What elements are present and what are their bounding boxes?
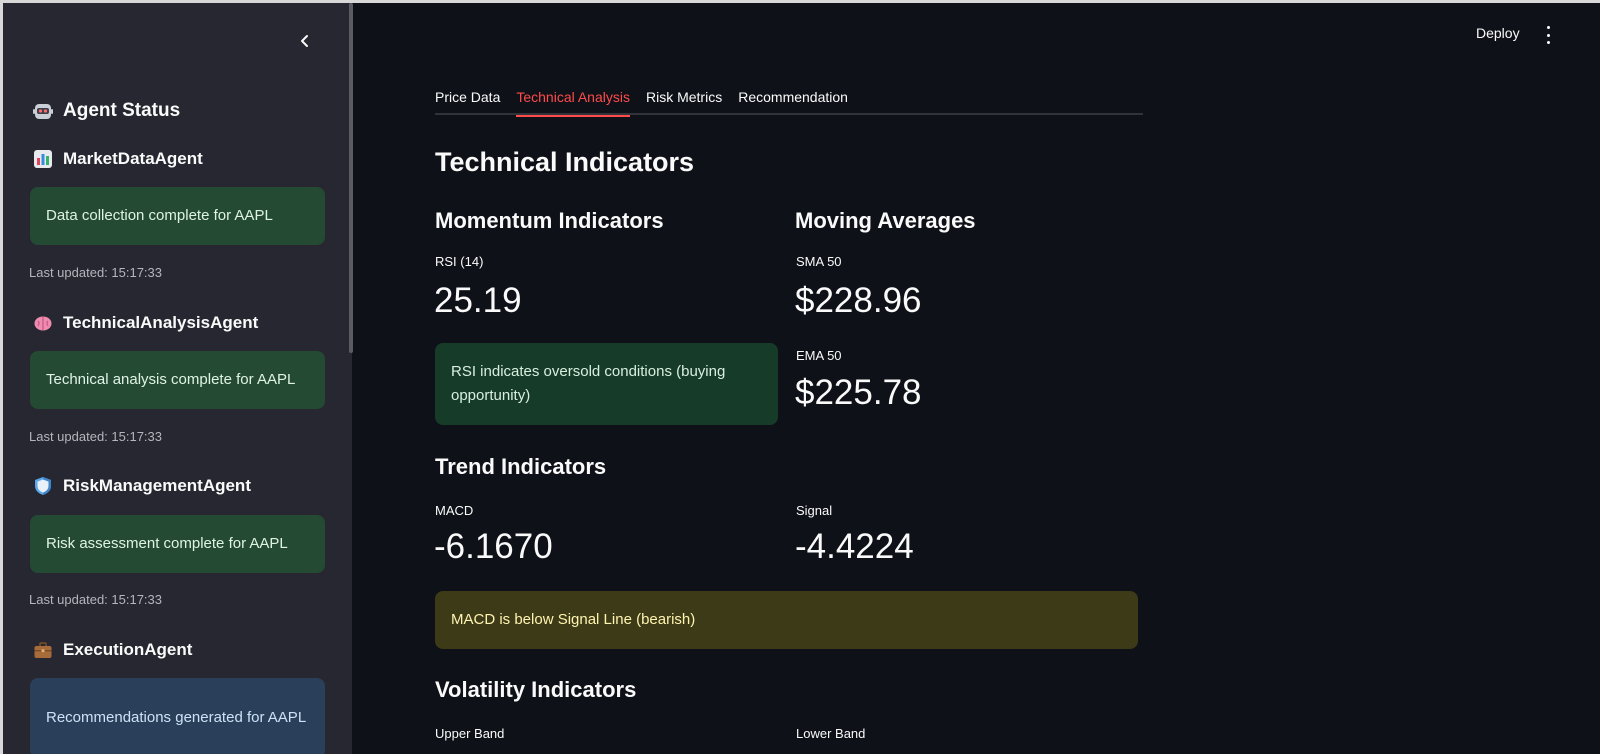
tab-price-data[interactable]: Price Data bbox=[435, 89, 501, 105]
macd-value: -6.1670 bbox=[434, 527, 553, 566]
agent-name-execution: ExecutionAgent bbox=[32, 637, 192, 663]
rsi-value: 25.19 bbox=[434, 281, 522, 320]
volatility-heading: Volatility Indicators bbox=[435, 677, 637, 702]
trend-heading: Trend Indicators bbox=[435, 454, 607, 479]
robot-icon bbox=[32, 100, 54, 122]
agent-status-technical: Technical analysis complete for AAPL bbox=[30, 351, 325, 409]
brain-icon bbox=[32, 312, 54, 334]
tab-bar: Price Data Technical Analysis Risk Metri… bbox=[435, 79, 1143, 117]
agent-status-risk: Risk assessment complete for AAPL bbox=[30, 515, 325, 573]
macd-label: MACD bbox=[435, 503, 474, 518]
page-title: Technical Indicators bbox=[435, 147, 695, 177]
agent-updated-risk: Last updated: 15:17:33 bbox=[29, 592, 163, 607]
agent-name-technical: TechnicalAnalysisAgent bbox=[32, 310, 258, 336]
agent-updated-marketdata: Last updated: 15:17:33 bbox=[29, 265, 163, 280]
agent-status-marketdata: Data collection complete for AAPL bbox=[30, 187, 325, 245]
sma-value: $228.96 bbox=[795, 281, 922, 320]
rsi-note: RSI indicates oversold conditions (buyin… bbox=[435, 343, 778, 425]
tab-risk-metrics[interactable]: Risk Metrics bbox=[645, 89, 723, 105]
tab-technical-analysis[interactable]: Technical Analysis bbox=[516, 79, 630, 117]
lower-band-label: Lower Band bbox=[796, 726, 866, 741]
agent-name-risk: RiskManagementAgent bbox=[32, 473, 251, 499]
momentum-heading: Momentum Indicators bbox=[435, 208, 664, 233]
agent-status-execution: Recommendations generated for AAPL bbox=[30, 678, 325, 754]
bar-chart-icon bbox=[32, 148, 54, 170]
upper-band-label: Upper Band bbox=[435, 726, 505, 741]
collapse-sidebar-button[interactable] bbox=[293, 29, 317, 53]
deploy-button[interactable]: Deploy bbox=[1476, 25, 1520, 41]
signal-value: -4.4224 bbox=[795, 527, 914, 566]
chevron-left-icon bbox=[301, 35, 308, 47]
macd-note: MACD is below Signal Line (bearish) bbox=[435, 591, 1138, 649]
sidebar-title: Agent Status bbox=[32, 97, 180, 125]
ema-value: $225.78 bbox=[795, 373, 922, 412]
briefcase-icon bbox=[32, 639, 54, 661]
agent-name-marketdata: MarketDataAgent bbox=[32, 146, 203, 172]
shield-icon bbox=[32, 475, 54, 497]
main-menu-icon[interactable] bbox=[1540, 25, 1556, 45]
sidebar-title-text: Agent Status bbox=[63, 100, 181, 121]
sidebar-scrollbar[interactable] bbox=[349, 3, 353, 353]
signal-label: Signal bbox=[796, 503, 833, 518]
sma-label: SMA 50 bbox=[796, 254, 842, 269]
ema-label: EMA 50 bbox=[796, 348, 842, 363]
rsi-label: RSI (14) bbox=[435, 254, 484, 269]
tab-recommendation[interactable]: Recommendation bbox=[738, 89, 848, 105]
agent-updated-technical: Last updated: 15:17:33 bbox=[29, 429, 163, 444]
sidebar: Agent Status MarketDataAgent Data collec… bbox=[3, 3, 352, 754]
moving-averages-heading: Moving Averages bbox=[795, 208, 976, 233]
